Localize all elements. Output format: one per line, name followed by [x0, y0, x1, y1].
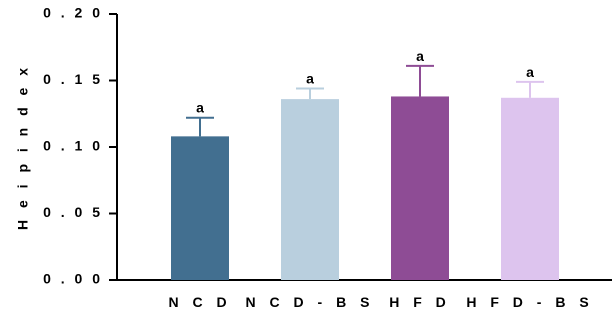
y-tick-label: 0 . 2 0 — [43, 5, 103, 21]
x-tick-label: N C D — [168, 294, 231, 310]
significance-letter: a — [526, 64, 534, 80]
y-tick-label: 0 . 1 0 — [43, 138, 103, 154]
x-tick-label: H F D - B S — [466, 294, 593, 310]
y-tick-label: 0 . 0 5 — [43, 204, 103, 220]
x-tick-label: N C D - B S — [246, 294, 375, 310]
bar — [391, 96, 449, 281]
y-tick-label: 0 . 0 0 — [43, 271, 103, 287]
x-tick-label: H F D — [389, 294, 451, 310]
bar — [281, 99, 339, 281]
y-tick-label: 0 . 1 5 — [43, 71, 103, 87]
significance-letter: a — [416, 48, 424, 64]
y-ticks: 0 . 0 0 0 . 0 5 0 . 1 0 0 . 1 5 0 . 2 0 — [43, 5, 117, 287]
bars — [171, 96, 559, 281]
error-bar — [516, 80, 544, 98]
error-bar — [406, 64, 434, 97]
error-bar — [186, 116, 214, 137]
y-axis-label: H e i p i n d e x — [15, 64, 31, 230]
bar — [171, 136, 229, 280]
significance-letter: a — [196, 100, 204, 116]
significance-letter: a — [306, 70, 314, 86]
error-bars — [186, 64, 544, 137]
error-bar — [296, 87, 324, 100]
significance-labels: a a a a — [196, 48, 534, 116]
bar — [501, 97, 559, 280]
